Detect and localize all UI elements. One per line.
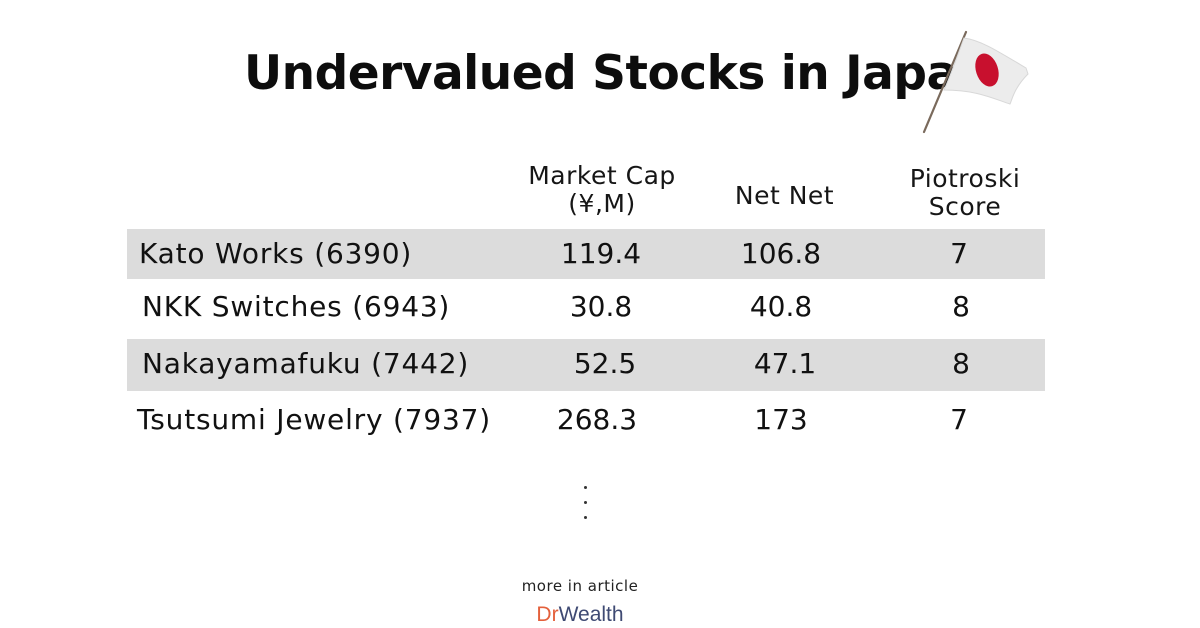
header-market-cap: Market Cap (¥,M) [528,162,676,218]
header-market-cap-unit: (¥,M) [568,189,636,218]
stock-name: Tsutsumi Jewelry (7937) [137,403,491,436]
header-piotroski-label: Piotroski [909,164,1021,193]
market-cap-value: 52.5 [573,347,637,380]
table-row: Nakayamafuku (7442) 52.5 47.1 8 [127,339,1045,391]
header-net-net-label: Net Net [734,181,835,210]
header-piotroski: Piotroski Score [890,165,1040,221]
japan-flag-icon [922,30,1029,134]
table-row: Tsutsumi Jewelry (7937) 268.3 173 7 [127,395,1045,445]
page-title: Undervalued Stocks in Japan [244,46,991,101]
table-row: NKK Switches (6943) 30.8 40.8 8 [127,282,1045,332]
net-net-value: 47.1 [753,347,817,380]
stock-name: Kato Works (6390) [139,237,413,270]
market-cap-value: 119.4 [560,237,642,270]
piotroski-score-value: 7 [950,403,968,436]
net-net-value: 40.8 [749,290,813,323]
market-cap-value: 30.8 [569,290,633,323]
vertical-ellipsis-icon [582,486,590,531]
more-in-article-text: more in article [521,577,639,595]
piotroski-score-value: 8 [952,347,970,380]
stock-name: NKK Switches (6943) [142,290,451,323]
logo-dr: Dr [536,603,559,626]
net-net-value: 173 [754,403,808,436]
piotroski-score-value: 8 [952,290,970,323]
header-market-cap-label: Market Cap [528,161,676,190]
header-piotroski-score: Score [928,192,1002,221]
piotroski-score-value: 7 [950,237,968,270]
market-cap-value: 268.3 [556,403,638,436]
net-net-value: 106.8 [740,237,822,270]
stock-name: Nakayamafuku (7442) [142,347,470,380]
header-net-net: Net Net [712,182,857,210]
drwealth-logo: DrWealth [480,603,680,627]
table-row: Kato Works (6390) 119.4 106.8 7 [127,229,1045,279]
logo-wealth: Wealth [558,603,624,626]
